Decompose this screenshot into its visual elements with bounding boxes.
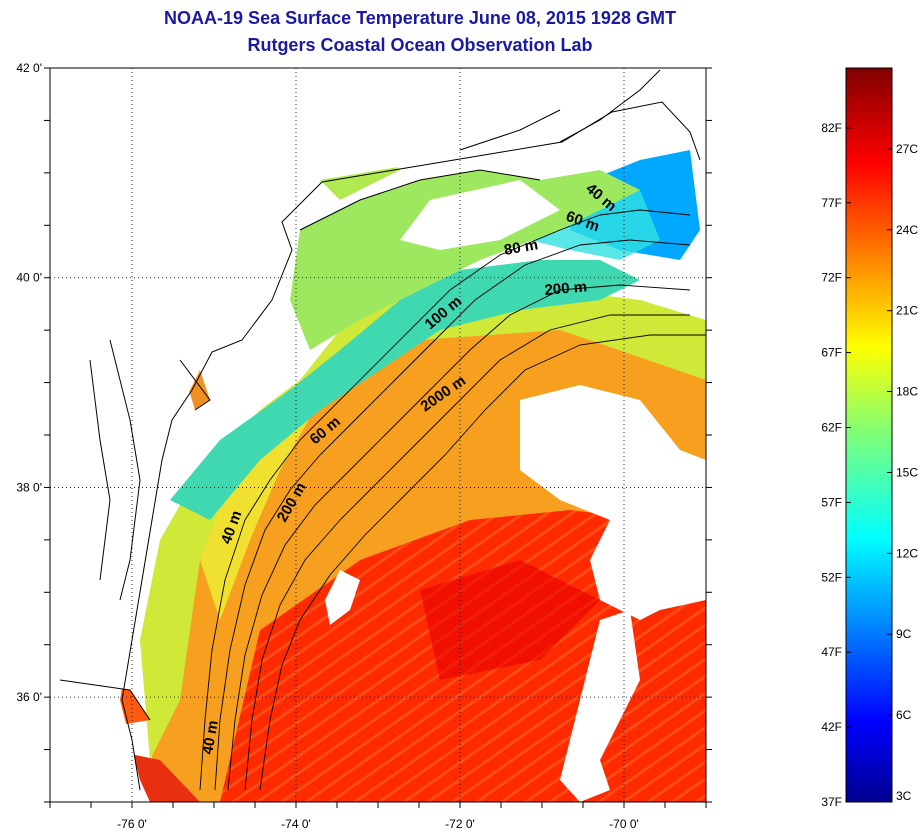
colorbar-f-label: 82F [821,121,842,135]
contour-label-80m: 80 m [503,236,540,259]
map-subtitle: Rutgers Coastal Ocean Observation Lab [247,35,593,55]
colorbar-f-label: 42F [821,720,842,734]
colorbar-c-label: 6C [896,708,912,722]
colorbar-f-label: 77F [821,196,842,210]
colorbar-c-label: 3C [896,789,912,803]
sst-imagery [60,150,706,802]
colorbar-f-label: 62F [821,421,842,435]
lon-tick-label: -72 0' [445,817,475,831]
lon-tick-label: -70 0' [609,817,639,831]
lat-tick-label: 42 0' [16,61,42,75]
land [50,68,706,802]
colorbar-f-label: 57F [821,495,842,509]
lat-tick-label: 38 0' [16,480,42,494]
lon-tick-label: -76 0' [117,817,147,831]
contour-label-200m-north: 200 m [544,278,588,299]
lon-tick-label: -74 0' [281,817,311,831]
colorbar-c-label: 24C [896,223,918,237]
colorbar-labels: 82F 77F 72F 67F 62F 57F 52F 47F 42F 37F 27C 24C 21C 1… [821,121,918,809]
lat-tick-label: 40 0' [16,271,42,285]
lat-tick-label: 36 0' [16,690,42,704]
coastline [59,69,701,791]
map-axis-ticks: -76 0' -74 0' -72 0' -70 0' 42 0' 40 0' 38 0' 3… [16,61,712,831]
colorbar-f-label: 72F [821,271,842,285]
colorbar-c-label: 9C [896,627,912,641]
colorbar-f-label: 67F [821,346,842,360]
colorbar-c-label: 27C [896,142,918,156]
colorbar [845,67,893,803]
map-title: NOAA-19 Sea Surface Temperature June 08,… [164,8,676,28]
sst-cool-region [170,260,640,520]
contour-label-40m-south: 40 m [199,719,222,756]
colorbar-f-label: 52F [821,570,842,584]
colorbar-f-label: 47F [821,645,842,659]
colorbar-c-label: 12C [896,546,918,560]
colorbar-c-label: 21C [896,304,918,318]
colorbar-f-label: 37F [821,795,842,809]
colorbar-c-label: 15C [896,465,918,479]
bathymetry-contours [199,209,706,791]
colorbar-c-label: 18C [896,385,918,399]
